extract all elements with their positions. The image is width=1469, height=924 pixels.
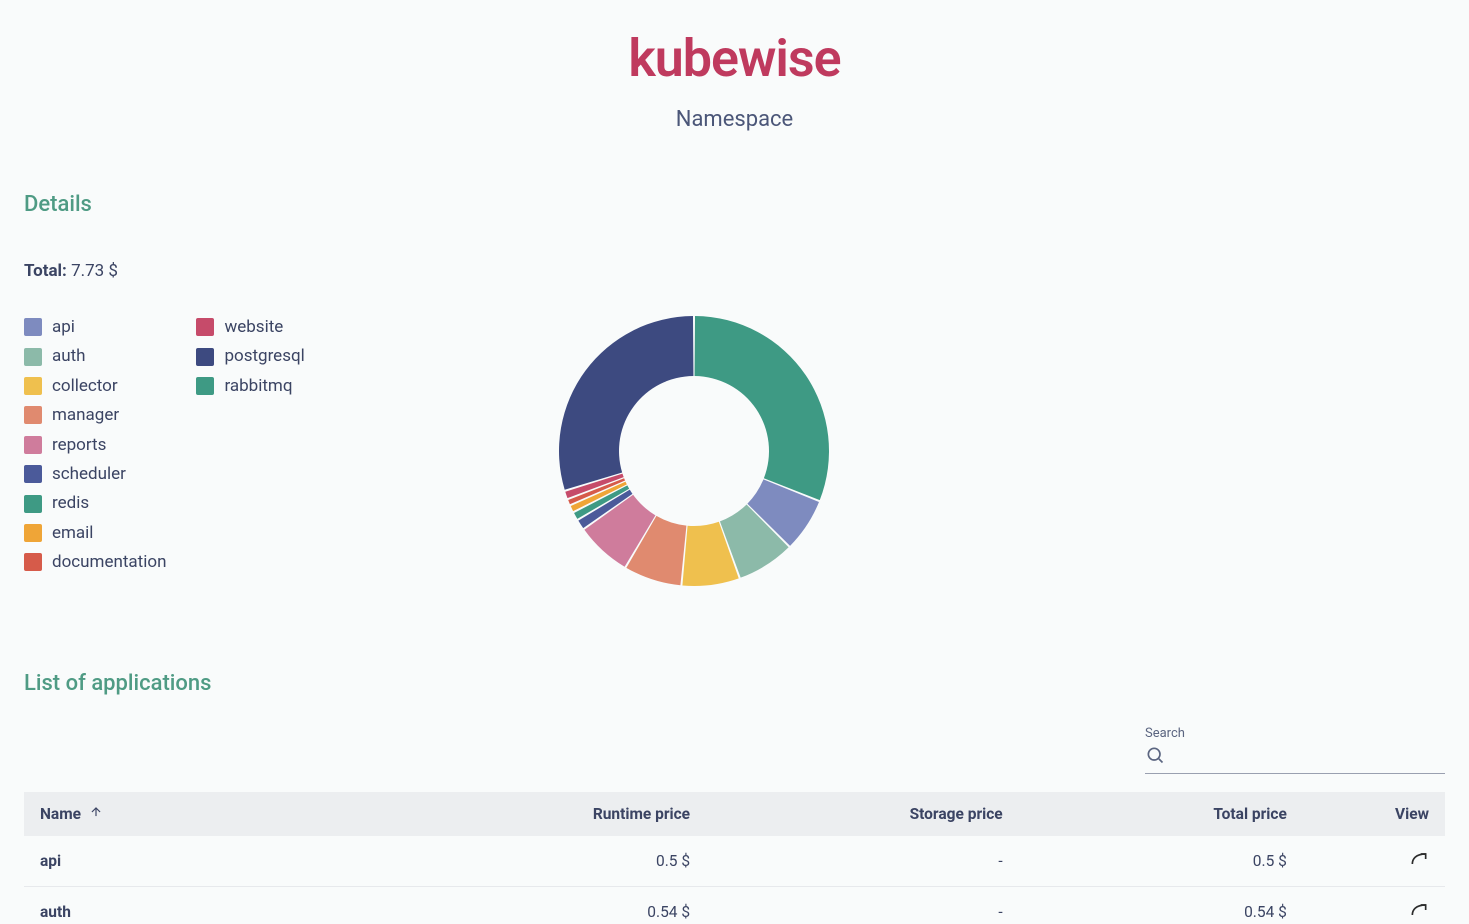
legend-label: documentation xyxy=(52,552,166,572)
search-icon xyxy=(1145,745,1165,769)
legend-item-website[interactable]: website xyxy=(196,317,304,337)
search-input[interactable] xyxy=(1171,749,1445,766)
legend-label: collector xyxy=(52,376,118,396)
cell-storage: - xyxy=(706,836,1019,887)
cell-name: auth xyxy=(24,887,393,924)
legend-item-collector[interactable]: collector xyxy=(24,376,166,396)
col-view: View xyxy=(1303,792,1445,836)
donut-chart xyxy=(524,301,1445,601)
total-value: 7.73 $ xyxy=(71,261,118,281)
legend-swatch xyxy=(24,436,42,454)
legend-item-rabbitmq[interactable]: rabbitmq xyxy=(196,376,304,396)
table-row: auth0.54 $-0.54 $ xyxy=(24,887,1445,924)
legend-swatch xyxy=(24,318,42,336)
legend-item-scheduler[interactable]: scheduler xyxy=(24,464,166,484)
legend-label: scheduler xyxy=(52,464,126,484)
legend-label: postgresql xyxy=(224,346,304,366)
donut-slice-rabbitmq[interactable] xyxy=(695,316,829,500)
donut-slice-postgresql[interactable] xyxy=(559,316,693,490)
legend-swatch xyxy=(24,495,42,513)
table-row: api0.5 $-0.5 $ xyxy=(24,836,1445,887)
legend-item-documentation[interactable]: documentation xyxy=(24,552,166,572)
col-name[interactable]: Name xyxy=(24,792,393,836)
sort-arrow-up-icon xyxy=(89,805,103,823)
search-label: Search xyxy=(1145,726,1445,741)
legend-label: website xyxy=(224,317,283,337)
legend-swatch xyxy=(196,348,214,366)
legend: api auth collector manager reports scheduler r… xyxy=(24,317,484,573)
total-line: Total: 7.73 $ xyxy=(24,261,1445,281)
legend-swatch xyxy=(24,348,42,366)
legend-label: api xyxy=(52,317,75,337)
legend-swatch xyxy=(24,553,42,571)
cell-total: 0.5 $ xyxy=(1019,836,1303,887)
applications-table: Name Runtime price Storage price Total p… xyxy=(24,792,1445,924)
cell-runtime: 0.54 $ xyxy=(393,887,706,924)
legend-swatch xyxy=(196,377,214,395)
legend-item-email[interactable]: email xyxy=(24,523,166,543)
legend-item-auth[interactable]: auth xyxy=(24,346,166,366)
legend-label: manager xyxy=(52,405,119,425)
legend-swatch xyxy=(196,318,214,336)
details-heading: Details xyxy=(24,192,1445,217)
legend-label: email xyxy=(52,523,93,543)
page-subtitle: Namespace xyxy=(24,107,1445,132)
legend-label: rabbitmq xyxy=(224,376,292,396)
legend-item-api[interactable]: api xyxy=(24,317,166,337)
col-storage[interactable]: Storage price xyxy=(706,792,1019,836)
page-title: kubewise xyxy=(24,28,1445,89)
arrow-right-icon xyxy=(1409,849,1429,873)
legend-label: auth xyxy=(52,346,86,366)
legend-swatch xyxy=(24,406,42,424)
legend-item-redis[interactable]: redis xyxy=(24,493,166,513)
applications-heading: List of applications xyxy=(24,671,1445,696)
cell-storage: - xyxy=(706,887,1019,924)
legend-label: redis xyxy=(52,493,89,513)
col-total[interactable]: Total price xyxy=(1019,792,1303,836)
total-label: Total: xyxy=(24,261,67,281)
legend-swatch xyxy=(24,465,42,483)
col-name-label: Name xyxy=(40,805,81,823)
view-button[interactable] xyxy=(1409,900,1429,924)
cell-total: 0.54 $ xyxy=(1019,887,1303,924)
col-runtime[interactable]: Runtime price xyxy=(393,792,706,836)
view-button[interactable] xyxy=(1409,849,1429,873)
legend-item-manager[interactable]: manager xyxy=(24,405,166,425)
cell-runtime: 0.5 $ xyxy=(393,836,706,887)
cell-name: api xyxy=(24,836,393,887)
arrow-right-icon xyxy=(1409,900,1429,924)
legend-item-postgresql[interactable]: postgresql xyxy=(196,346,304,366)
legend-label: reports xyxy=(52,435,106,455)
legend-swatch xyxy=(24,524,42,542)
legend-swatch xyxy=(24,377,42,395)
legend-item-reports[interactable]: reports xyxy=(24,435,166,455)
